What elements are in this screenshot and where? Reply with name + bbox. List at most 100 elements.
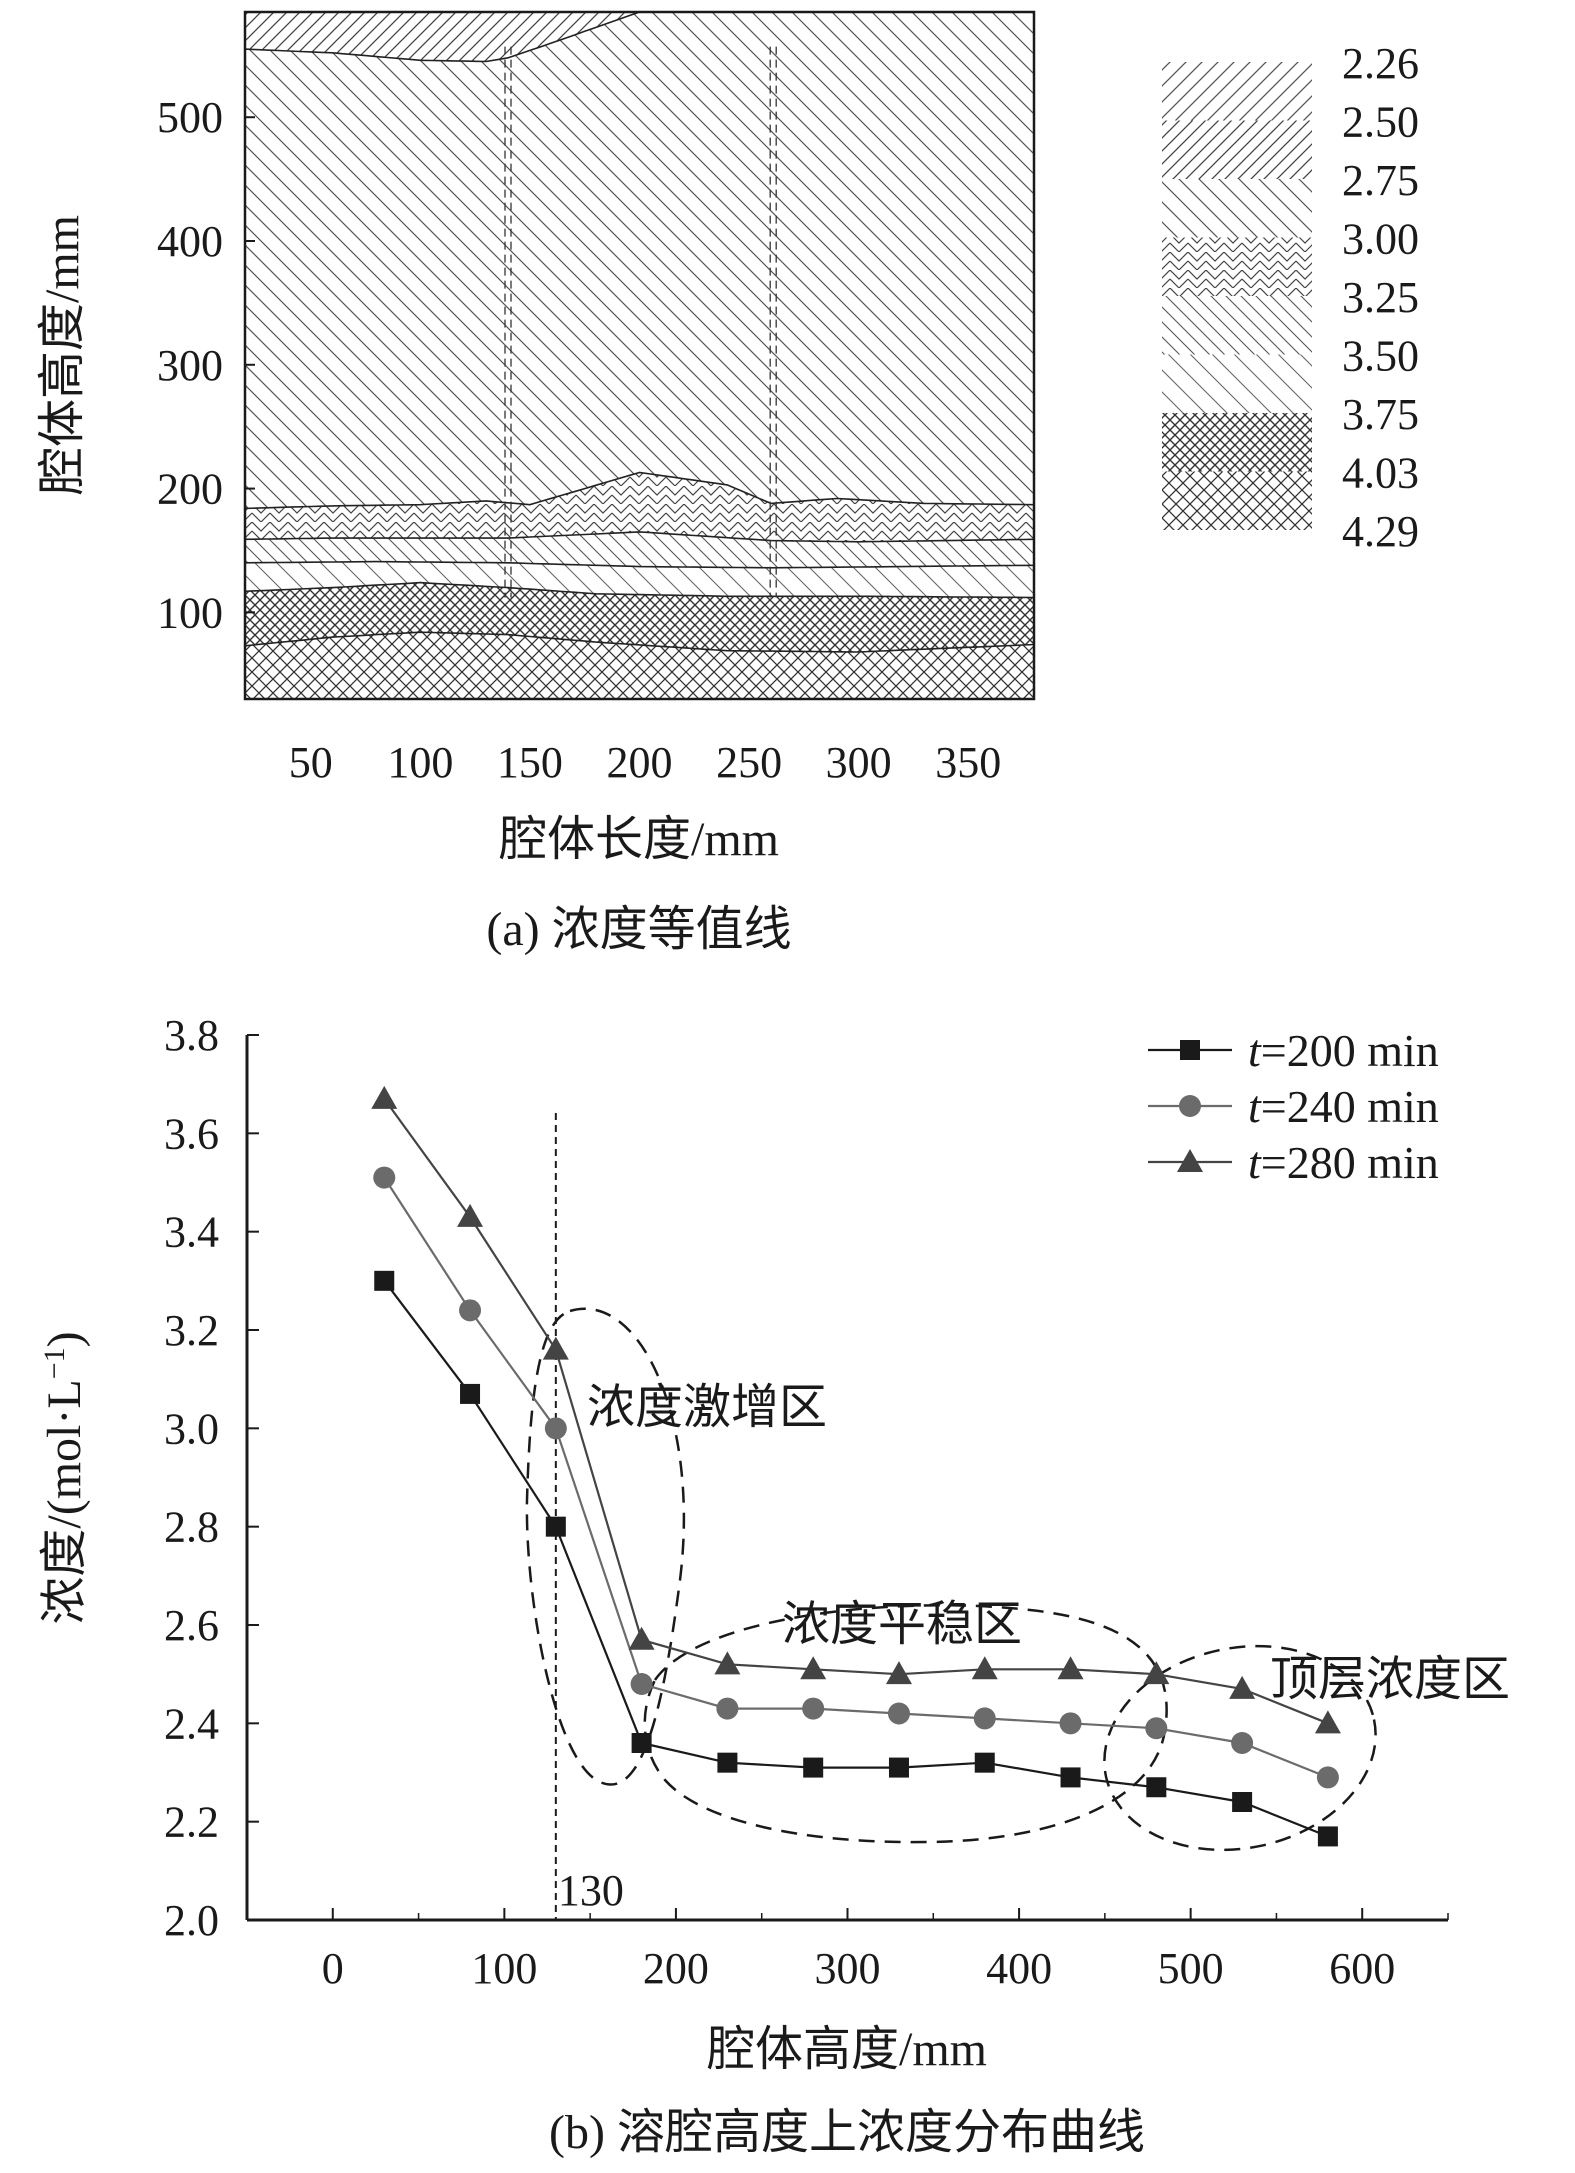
isoline-4 [244, 581, 1035, 599]
line-y-axis-title-main: 浓度/(mol·L [38, 1379, 91, 1624]
series-point-2 [1229, 1675, 1256, 1699]
contour-x-tick-label: 350 [935, 738, 1001, 787]
line-x-tick-label: 500 [1158, 1944, 1224, 1993]
annotation-top-zone: 顶层浓度区 [1270, 1653, 1510, 1706]
series-point-1 [373, 1166, 396, 1189]
vline-label: 130 [558, 1866, 624, 1915]
series-point-2 [714, 1651, 741, 1675]
line-chart: 130 0 100 200 300 400 500 600 2.0 2.2 2.4 2.6 2.8 3… [38, 1011, 1510, 2159]
series-line-1 [383, 1177, 1329, 1779]
series-point-2 [1143, 1661, 1170, 1685]
line-x-axis-title: 腔体高度/mm [707, 2023, 987, 2076]
series-point-2 [971, 1656, 998, 1680]
contour-y-tick-label: 500 [157, 93, 223, 142]
series-point-2 [885, 1661, 912, 1685]
series-2 [371, 1085, 1341, 1734]
series-1 [373, 1166, 1339, 1789]
legend-label: t=280 min [1248, 1137, 1439, 1188]
legend-marker [1179, 1095, 1201, 1117]
line-y-axis-title-sup: −1 [38, 1347, 71, 1379]
contour-x-tick-label: 100 [387, 738, 453, 787]
series-point-1 [630, 1673, 653, 1695]
line-y-tick-label: 2.0 [164, 1896, 219, 1945]
line-y-ticks: 2.0 2.2 2.4 2.6 2.8 3.0 3.2 3.4 3.6 3.8 [164, 1011, 259, 1945]
line-series [371, 1085, 1341, 1847]
legend-label-var: t [1248, 1137, 1262, 1188]
series-point-0 [631, 1733, 652, 1753]
series-point-1 [716, 1697, 739, 1720]
isoline-1 [244, 471, 1035, 510]
contour-chart: 50 100 150 200 250 300 350 100 200 300 400 500 2.2… [36, 10, 1419, 956]
series-line-2 [383, 1098, 1329, 1725]
legend-label: t=200 min [1248, 1025, 1439, 1076]
isoline-5 [244, 631, 1035, 653]
contour-x-tick-label: 50 [289, 738, 333, 787]
line-y-tick-label: 3.8 [164, 1011, 219, 1060]
annotation-stable-zone: 浓度平稳区 [782, 1598, 1022, 1651]
series-point-1 [1231, 1732, 1254, 1754]
zone-3.00 [245, 472, 1034, 542]
legend-swatch [1162, 62, 1312, 121]
legend-label-rest: =280 min [1261, 1137, 1439, 1188]
legend-label-rest: =240 min [1261, 1081, 1439, 1132]
contour-plot-frame [243, 10, 1036, 701]
series-point-0 [374, 1270, 395, 1291]
series-point-1 [973, 1707, 996, 1730]
contour-zones [245, 12, 1034, 699]
legend-level-label: 3.25 [1342, 273, 1419, 322]
contour-x-ticks: 50 100 150 200 250 300 350 [289, 738, 1002, 787]
line-y-tick-label: 3.6 [164, 1109, 219, 1158]
line-caption: (b) 溶腔高度上浓度分布曲线 [549, 2106, 1145, 2159]
line-y-tick-label: 3.0 [164, 1404, 219, 1453]
legend-level-label: 4.29 [1342, 507, 1419, 556]
series-point-0 [1232, 1792, 1253, 1812]
series-point-0 [717, 1752, 738, 1773]
region-ellipses [525, 1307, 1377, 1852]
series-point-1 [1059, 1712, 1082, 1735]
zone-3.25 [245, 531, 1034, 568]
legend-swatch [1162, 413, 1312, 472]
legend-swatch [1162, 237, 1312, 296]
isoline-3 [244, 560, 1035, 569]
series-0 [374, 1270, 1338, 1847]
legend-label-rest: =200 min [1261, 1025, 1439, 1076]
isoline-2 [244, 531, 1035, 543]
line-x-tick-label: 0 [322, 1944, 344, 1993]
legend-level-label: 2.50 [1342, 98, 1419, 147]
series-point-1 [1316, 1766, 1339, 1789]
line-y-tick-label: 2.2 [164, 1798, 219, 1847]
contour-x-tick-label: 300 [826, 738, 892, 787]
line-x-tick-label: 100 [471, 1944, 537, 1993]
series-point-2 [1314, 1710, 1341, 1734]
zone-2.50 [245, 12, 1034, 62]
series-point-2 [800, 1656, 827, 1680]
series-point-0 [1317, 1826, 1338, 1847]
series-line-0 [383, 1280, 1329, 1838]
legend-marker [1180, 1040, 1200, 1060]
line-y-axis-title: 浓度/(mol·L−1) [38, 1331, 91, 1624]
series-point-1 [544, 1417, 567, 1440]
annotation-surge-zone: 浓度激增区 [587, 1381, 827, 1434]
contour-x-tick-label: 150 [497, 738, 563, 787]
surge-zone-ellipse [525, 1307, 686, 1786]
series-point-0 [460, 1383, 481, 1404]
legend-level-label: 2.75 [1342, 156, 1419, 205]
line-y-tick-label: 3.2 [164, 1306, 219, 1355]
series-point-2 [457, 1203, 484, 1227]
series-point-2 [628, 1626, 655, 1650]
contour-dashed-lines [504, 46, 777, 598]
zone-2.75 [245, 12, 1034, 509]
legend-label: t=240 min [1248, 1081, 1439, 1132]
contour-y-axis-title: 腔体高度/mm [36, 215, 89, 495]
series-point-2 [542, 1336, 569, 1360]
series-point-0 [974, 1752, 995, 1773]
legend-marker [1177, 1149, 1203, 1172]
legend-level-label: 2.26 [1342, 39, 1419, 88]
contour-x-tick-label: 250 [716, 738, 782, 787]
zone-3.75 [245, 582, 1034, 652]
series-point-1 [802, 1697, 825, 1720]
series-point-0 [545, 1516, 566, 1537]
series-point-0 [1060, 1767, 1081, 1788]
